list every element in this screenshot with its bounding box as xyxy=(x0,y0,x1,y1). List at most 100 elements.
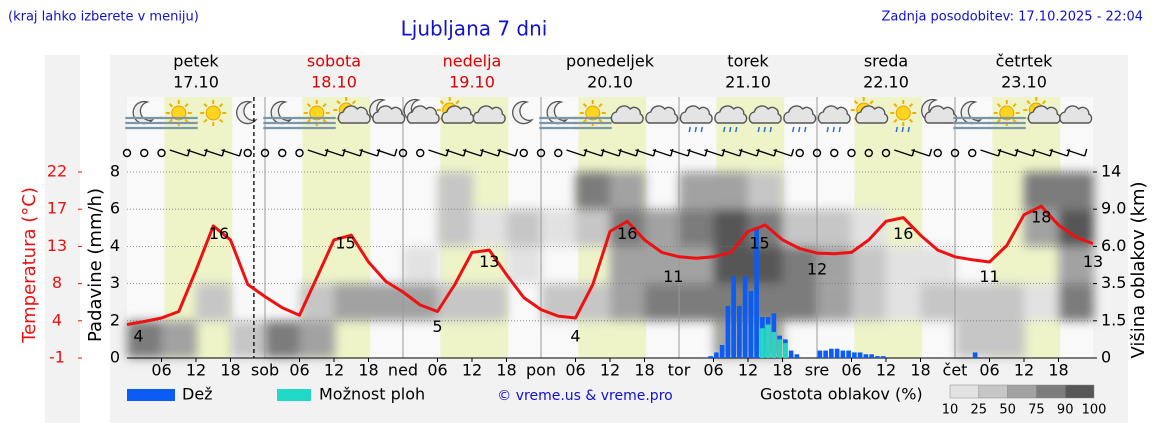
x-tick-label: pon xyxy=(526,361,556,380)
wind-barb xyxy=(894,149,913,157)
precipitation-bar xyxy=(840,350,846,358)
cloud-cell xyxy=(921,172,957,209)
x-tick-label: 06 xyxy=(841,361,861,380)
precipitation-tick-label: 2 xyxy=(110,310,120,329)
cloud-cell xyxy=(369,172,405,209)
day-date: 22.10 xyxy=(863,73,909,92)
cloud-cell xyxy=(920,283,956,321)
precipitation-tick-label: 0 xyxy=(110,348,120,367)
cloud-cell xyxy=(541,283,577,321)
icon-ray xyxy=(582,118,588,123)
cloud-cell xyxy=(989,283,1025,321)
wind-calm xyxy=(519,148,528,158)
cloud-cell xyxy=(265,246,301,283)
cloud-cell xyxy=(127,284,163,321)
x-tick-label: sre xyxy=(805,361,829,380)
icon-rain xyxy=(700,126,703,133)
temperature-extreme-label: 4 xyxy=(570,326,580,345)
cloud-cell xyxy=(162,209,198,246)
cloud-cell xyxy=(507,172,543,209)
wind-barb xyxy=(307,149,326,157)
temperature-extreme-label: 11 xyxy=(979,267,999,286)
precipitation-bar xyxy=(765,324,771,358)
precipitation-bar xyxy=(857,352,863,358)
cloud-tick-label: 14 xyxy=(1101,162,1121,181)
precipitation-tick-label: 8 xyxy=(110,162,120,181)
icon-rain xyxy=(907,126,910,133)
cloud-cell xyxy=(1024,246,1060,283)
wind-barb xyxy=(428,149,447,157)
icon-ray xyxy=(184,103,189,108)
x-tick-label: 18 xyxy=(496,361,516,380)
cloud-legend-swatch xyxy=(978,384,1008,399)
wind-barb xyxy=(635,149,654,157)
icon-cloud xyxy=(817,105,851,124)
cloud-cell xyxy=(783,172,819,209)
wind-barb xyxy=(738,149,758,157)
cloud-cell xyxy=(610,321,646,358)
icon-sun xyxy=(585,105,601,121)
temperature-extreme-label: 4 xyxy=(133,326,143,345)
precipitation-bar xyxy=(817,350,823,358)
cloud-legend-swatch xyxy=(1007,384,1037,399)
precipitation-bar xyxy=(783,343,788,358)
cloud-cell xyxy=(679,172,715,210)
x-tick-label: 06 xyxy=(979,361,999,380)
cloud-cell xyxy=(886,246,922,284)
cloud-cell xyxy=(265,284,301,321)
precipitation-bar xyxy=(742,276,748,358)
cloud-cell xyxy=(748,283,784,321)
precipitation-bar xyxy=(972,352,978,358)
wind-calm xyxy=(260,148,270,158)
temperature-tick-label: 8 xyxy=(52,273,62,292)
x-tick-label: 06 xyxy=(703,361,723,380)
wind-calm xyxy=(933,148,942,158)
cloud-cell xyxy=(644,283,680,321)
cloud-cell xyxy=(1024,321,1060,358)
icon-rain xyxy=(769,126,772,133)
temperature-axis-title: Temperatura (°C) xyxy=(19,187,40,344)
icon-ray xyxy=(322,118,327,123)
cloud-cell xyxy=(575,209,611,247)
precipitation-bar xyxy=(852,352,857,358)
wind-calm xyxy=(830,148,839,158)
wind-barb xyxy=(669,149,689,157)
icon-ray xyxy=(598,118,603,123)
temperature-extreme-label: 16 xyxy=(893,224,913,243)
wind-barb xyxy=(1014,149,1034,157)
icon-ray xyxy=(306,103,312,108)
cloud-cell xyxy=(886,172,922,209)
icon-ray xyxy=(218,118,224,123)
cloud-legend-tick: 25 xyxy=(971,403,988,418)
icon-ray xyxy=(996,103,1002,108)
legend-label: Možnost ploh xyxy=(319,385,425,404)
x-tick-label: čet xyxy=(943,361,968,380)
cloud-cell xyxy=(472,283,508,321)
day-name: ponedeljek xyxy=(566,52,655,71)
icon-rain xyxy=(826,126,829,133)
cloud-cell xyxy=(851,246,887,284)
cloud-cell xyxy=(369,246,405,283)
left-strip xyxy=(45,55,80,423)
icon-rain xyxy=(792,126,795,133)
cloud-cell xyxy=(886,321,922,358)
precipitation-bar xyxy=(731,276,736,358)
wind-barb xyxy=(186,149,206,157)
icon-rain xyxy=(798,126,801,133)
cloud-cell xyxy=(196,172,232,209)
precipitation-bar xyxy=(869,354,874,358)
cloud-cell xyxy=(1024,283,1060,321)
wind-barb xyxy=(169,149,188,157)
icon-rain xyxy=(804,126,807,133)
cloud-cell xyxy=(231,172,267,209)
icon-ray xyxy=(1041,100,1047,105)
day-name: sobota xyxy=(307,52,361,71)
wind-barb xyxy=(359,149,378,157)
wind-barb xyxy=(221,149,240,157)
cloud-cell xyxy=(1024,172,1060,210)
cloud-axis-title: Višina oblakov (km) xyxy=(1128,181,1149,358)
precipitation-bar xyxy=(823,350,828,358)
x-tick-label: 12 xyxy=(186,361,206,380)
cloud-cell xyxy=(541,172,577,209)
icon-cloud xyxy=(855,105,889,124)
